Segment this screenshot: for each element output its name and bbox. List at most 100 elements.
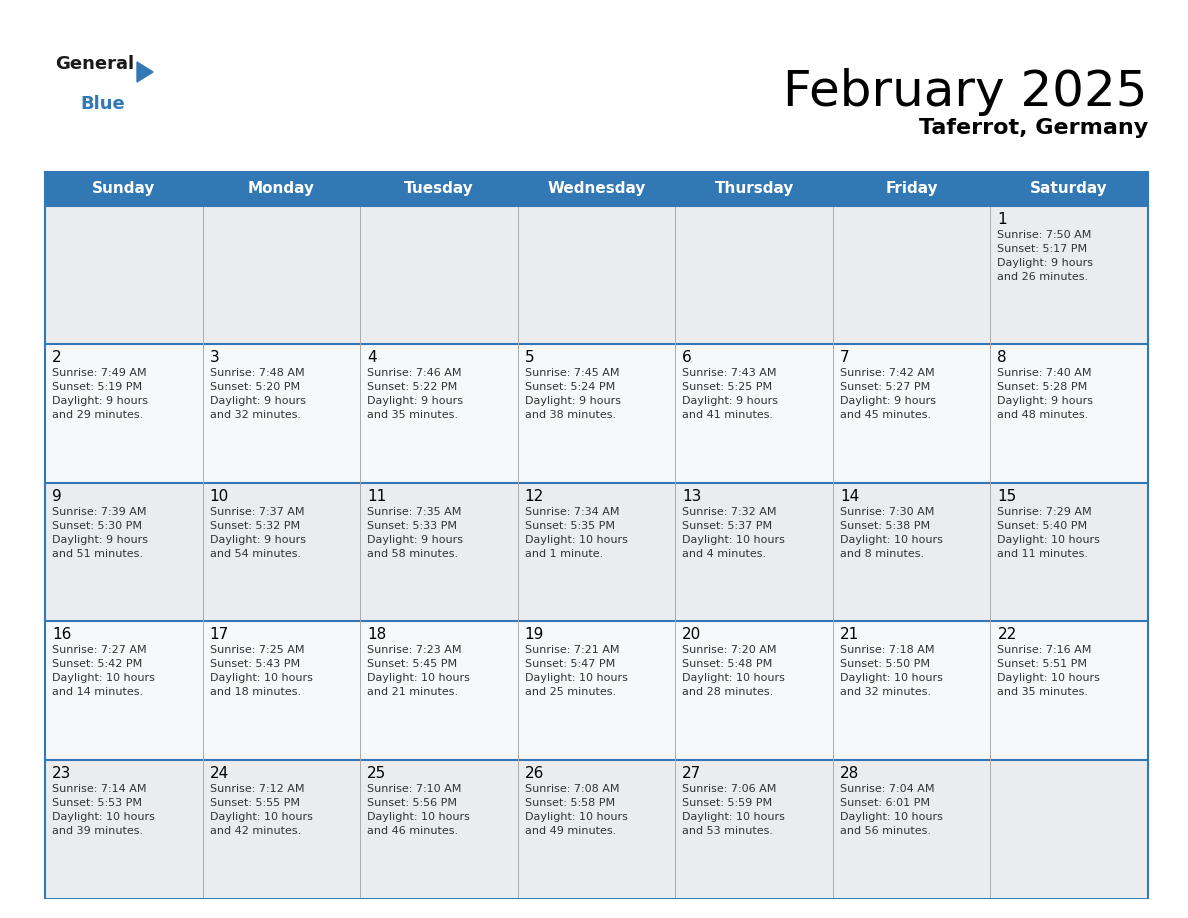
Text: and 26 minutes.: and 26 minutes. xyxy=(998,272,1088,282)
Text: and 18 minutes.: and 18 minutes. xyxy=(209,688,301,697)
Text: 19: 19 xyxy=(525,627,544,643)
Text: Daylight: 9 hours: Daylight: 9 hours xyxy=(209,535,305,544)
Text: Sunset: 5:42 PM: Sunset: 5:42 PM xyxy=(52,659,143,669)
Text: 8: 8 xyxy=(998,351,1007,365)
Text: Sunset: 5:53 PM: Sunset: 5:53 PM xyxy=(52,798,143,808)
Text: Sunset: 5:17 PM: Sunset: 5:17 PM xyxy=(998,244,1087,254)
Text: and 41 minutes.: and 41 minutes. xyxy=(682,410,773,420)
Text: Sunrise: 7:35 AM: Sunrise: 7:35 AM xyxy=(367,507,461,517)
Text: Sunset: 5:59 PM: Sunset: 5:59 PM xyxy=(682,798,772,808)
Text: Friday: Friday xyxy=(885,182,939,196)
Text: Sunrise: 7:43 AM: Sunrise: 7:43 AM xyxy=(682,368,777,378)
Text: Daylight: 9 hours: Daylight: 9 hours xyxy=(209,397,305,407)
Text: and 21 minutes.: and 21 minutes. xyxy=(367,688,459,697)
Bar xyxy=(45,344,1148,483)
Text: Sunday: Sunday xyxy=(93,182,156,196)
Text: 27: 27 xyxy=(682,766,702,780)
Text: 9: 9 xyxy=(52,488,62,504)
Text: and 42 minutes.: and 42 minutes. xyxy=(209,825,301,835)
Text: Sunset: 5:37 PM: Sunset: 5:37 PM xyxy=(682,521,772,531)
Text: Daylight: 10 hours: Daylight: 10 hours xyxy=(840,812,943,822)
Text: Sunrise: 7:21 AM: Sunrise: 7:21 AM xyxy=(525,645,619,655)
Text: and 38 minutes.: and 38 minutes. xyxy=(525,410,615,420)
Text: Monday: Monday xyxy=(248,182,315,196)
Text: Sunset: 5:25 PM: Sunset: 5:25 PM xyxy=(682,383,772,392)
Text: Sunset: 5:27 PM: Sunset: 5:27 PM xyxy=(840,383,930,392)
Text: 26: 26 xyxy=(525,766,544,780)
Text: Sunset: 5:47 PM: Sunset: 5:47 PM xyxy=(525,659,615,669)
Text: Sunrise: 7:37 AM: Sunrise: 7:37 AM xyxy=(209,507,304,517)
Bar xyxy=(45,172,1148,206)
Polygon shape xyxy=(137,62,153,82)
Text: Daylight: 10 hours: Daylight: 10 hours xyxy=(682,673,785,683)
Text: Sunset: 5:22 PM: Sunset: 5:22 PM xyxy=(367,383,457,392)
Text: and 29 minutes.: and 29 minutes. xyxy=(52,410,144,420)
Text: and 53 minutes.: and 53 minutes. xyxy=(682,825,773,835)
Text: Sunrise: 7:42 AM: Sunrise: 7:42 AM xyxy=(840,368,935,378)
Text: Sunset: 5:33 PM: Sunset: 5:33 PM xyxy=(367,521,457,531)
Text: and 46 minutes.: and 46 minutes. xyxy=(367,825,459,835)
Text: 15: 15 xyxy=(998,488,1017,504)
Text: and 49 minutes.: and 49 minutes. xyxy=(525,825,615,835)
Text: Sunrise: 7:04 AM: Sunrise: 7:04 AM xyxy=(840,784,934,793)
Text: Daylight: 10 hours: Daylight: 10 hours xyxy=(998,535,1100,544)
Text: Daylight: 10 hours: Daylight: 10 hours xyxy=(525,673,627,683)
Text: Sunset: 5:19 PM: Sunset: 5:19 PM xyxy=(52,383,143,392)
Text: Daylight: 9 hours: Daylight: 9 hours xyxy=(998,258,1093,268)
Text: 5: 5 xyxy=(525,351,535,365)
Text: Sunset: 5:24 PM: Sunset: 5:24 PM xyxy=(525,383,615,392)
Text: Sunrise: 7:10 AM: Sunrise: 7:10 AM xyxy=(367,784,461,793)
Bar xyxy=(45,206,1148,344)
Text: 20: 20 xyxy=(682,627,702,643)
Text: Sunset: 5:20 PM: Sunset: 5:20 PM xyxy=(209,383,299,392)
Text: and 56 minutes.: and 56 minutes. xyxy=(840,825,931,835)
Text: 1: 1 xyxy=(998,212,1007,227)
Text: Sunset: 5:40 PM: Sunset: 5:40 PM xyxy=(998,521,1087,531)
Bar xyxy=(45,621,1148,759)
Text: Daylight: 10 hours: Daylight: 10 hours xyxy=(367,812,470,822)
Text: Daylight: 9 hours: Daylight: 9 hours xyxy=(840,397,936,407)
Text: Sunset: 5:30 PM: Sunset: 5:30 PM xyxy=(52,521,143,531)
Text: 10: 10 xyxy=(209,488,229,504)
Text: Thursday: Thursday xyxy=(714,182,794,196)
Text: and 4 minutes.: and 4 minutes. xyxy=(682,549,766,559)
Text: Daylight: 10 hours: Daylight: 10 hours xyxy=(209,673,312,683)
Text: Daylight: 9 hours: Daylight: 9 hours xyxy=(367,535,463,544)
Text: Sunrise: 7:50 AM: Sunrise: 7:50 AM xyxy=(998,230,1092,240)
Text: and 32 minutes.: and 32 minutes. xyxy=(840,688,931,697)
Text: Daylight: 10 hours: Daylight: 10 hours xyxy=(682,535,785,544)
Text: Sunrise: 7:30 AM: Sunrise: 7:30 AM xyxy=(840,507,934,517)
Text: 13: 13 xyxy=(682,488,702,504)
Text: Sunrise: 7:06 AM: Sunrise: 7:06 AM xyxy=(682,784,777,793)
Text: and 8 minutes.: and 8 minutes. xyxy=(840,549,924,559)
Text: 11: 11 xyxy=(367,488,386,504)
Text: Sunrise: 7:46 AM: Sunrise: 7:46 AM xyxy=(367,368,462,378)
Text: Tuesday: Tuesday xyxy=(404,182,474,196)
Text: Daylight: 9 hours: Daylight: 9 hours xyxy=(52,535,148,544)
Text: Sunset: 5:50 PM: Sunset: 5:50 PM xyxy=(840,659,930,669)
Text: Sunrise: 7:48 AM: Sunrise: 7:48 AM xyxy=(209,368,304,378)
Text: Daylight: 9 hours: Daylight: 9 hours xyxy=(52,397,148,407)
Text: 2: 2 xyxy=(52,351,62,365)
Text: 24: 24 xyxy=(209,766,229,780)
Text: 18: 18 xyxy=(367,627,386,643)
Text: Sunrise: 7:39 AM: Sunrise: 7:39 AM xyxy=(52,507,146,517)
Text: and 35 minutes.: and 35 minutes. xyxy=(367,410,459,420)
Text: and 32 minutes.: and 32 minutes. xyxy=(209,410,301,420)
Text: Sunset: 5:38 PM: Sunset: 5:38 PM xyxy=(840,521,930,531)
Text: Sunrise: 7:20 AM: Sunrise: 7:20 AM xyxy=(682,645,777,655)
Text: Sunrise: 7:27 AM: Sunrise: 7:27 AM xyxy=(52,645,146,655)
Text: Daylight: 10 hours: Daylight: 10 hours xyxy=(52,673,154,683)
Text: 3: 3 xyxy=(209,351,220,365)
Text: Daylight: 10 hours: Daylight: 10 hours xyxy=(525,535,627,544)
Text: 16: 16 xyxy=(52,627,71,643)
Text: Daylight: 10 hours: Daylight: 10 hours xyxy=(209,812,312,822)
Text: Sunset: 5:28 PM: Sunset: 5:28 PM xyxy=(998,383,1088,392)
Text: Daylight: 10 hours: Daylight: 10 hours xyxy=(840,673,943,683)
Text: Sunrise: 7:40 AM: Sunrise: 7:40 AM xyxy=(998,368,1092,378)
Text: General: General xyxy=(55,55,134,73)
Bar xyxy=(45,759,1148,898)
Text: Saturday: Saturday xyxy=(1030,182,1108,196)
Text: Sunrise: 7:49 AM: Sunrise: 7:49 AM xyxy=(52,368,146,378)
Text: Sunset: 5:43 PM: Sunset: 5:43 PM xyxy=(209,659,299,669)
